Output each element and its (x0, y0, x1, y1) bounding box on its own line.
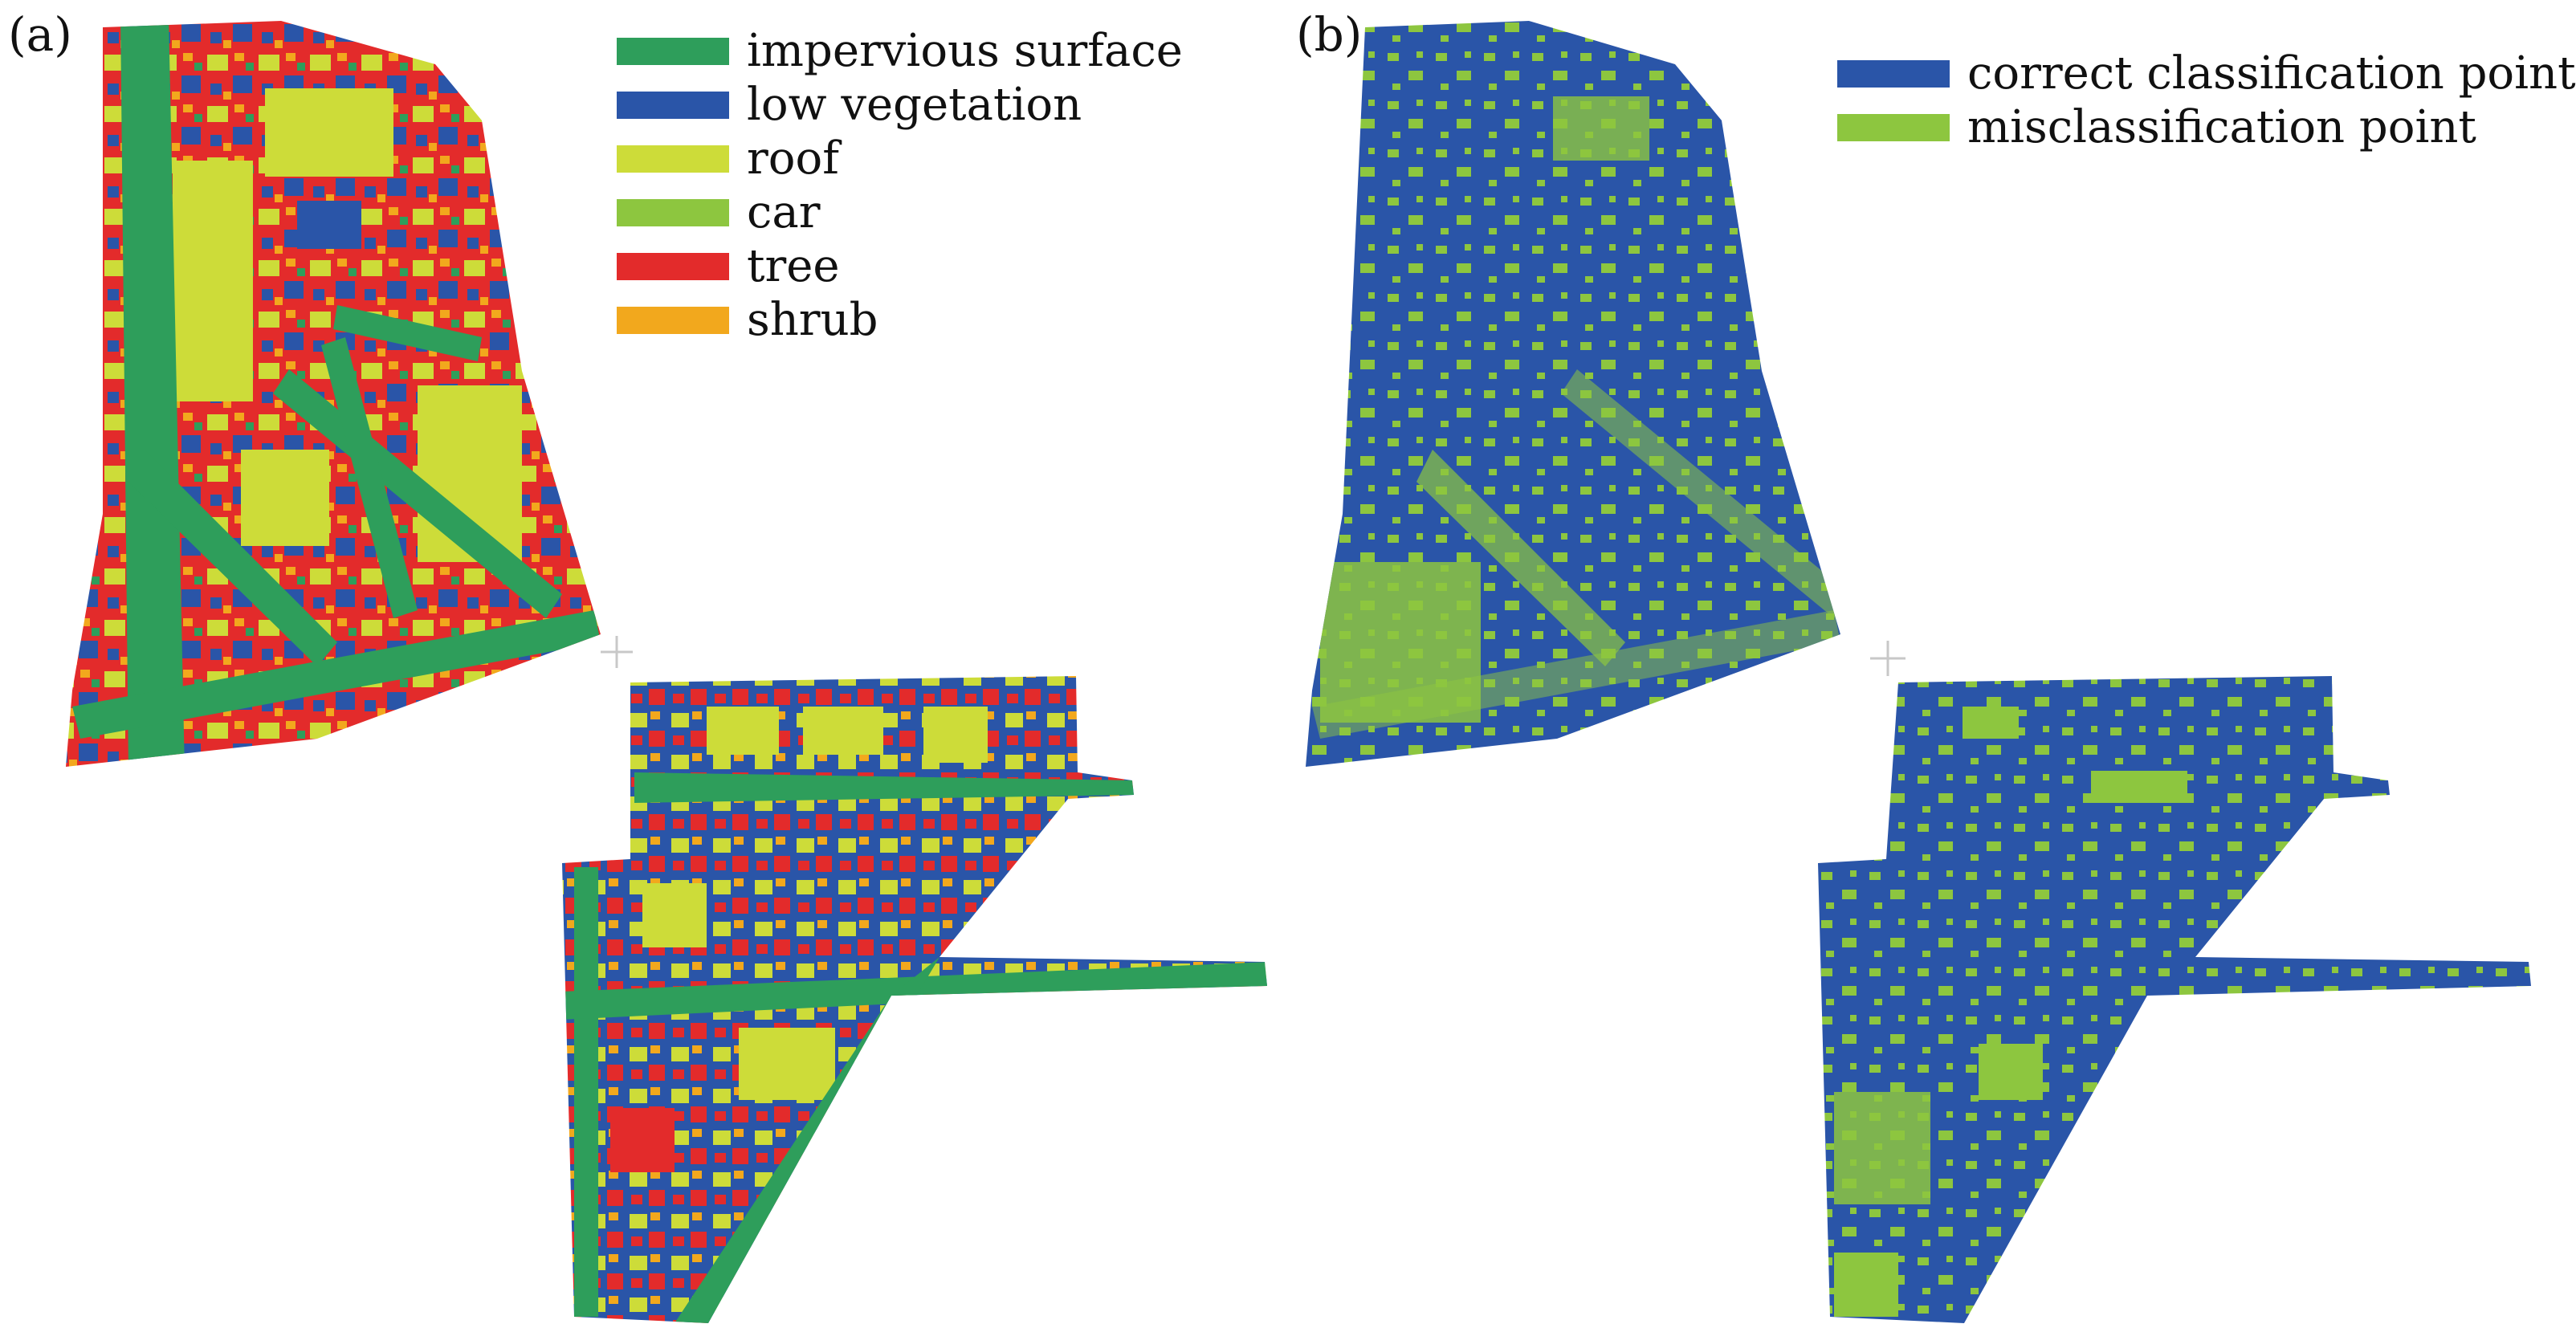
legend-b: correct classification point misclassifi… (1837, 47, 2576, 154)
legend-a: impervious surface low vegetation roof c… (617, 24, 1183, 347)
legend-swatch-correct-classification (1837, 59, 1950, 88)
map-region-a-south (562, 676, 1267, 1323)
legend-label: correct classification point (1967, 47, 2576, 100)
legend-label: shrub (747, 293, 878, 346)
accuracy-map-canvas (1306, 21, 2531, 1323)
legend-swatch-car (617, 198, 729, 226)
legend-item: impervious surface (617, 24, 1183, 78)
classification-map-canvas (66, 21, 1267, 1323)
plus-crosshair-icon (1870, 641, 1906, 676)
panel-b-label: (b) (1296, 7, 1363, 62)
legend-label: low vegetation (747, 78, 1082, 131)
panel-b-accuracy-map: (b) correct classification point misclas… (1288, 0, 2576, 1328)
legend-label: car (747, 185, 821, 238)
legend-item: tree (617, 239, 1183, 293)
legend-swatch-roof (617, 145, 729, 173)
map-region-b-south (1818, 676, 2531, 1323)
map-region-b-north (1306, 21, 1840, 767)
panel-a-label: (a) (8, 7, 72, 62)
legend-item: misclassification point (1837, 100, 2576, 154)
legend-swatch-impervious-surface (617, 37, 729, 65)
legend-label: tree (747, 239, 840, 292)
panel-a-classification-map: (a) impervious surface low vegetation ro… (8, 7, 1267, 1323)
legend-label: misclassification point (1967, 100, 2476, 153)
legend-swatch-low-vegetation (617, 91, 729, 119)
legend-item: shrub (617, 293, 1183, 347)
legend-item: roof (617, 132, 1183, 185)
legend-item: correct classification point (1837, 47, 2576, 100)
legend-label: roof (747, 132, 839, 185)
legend-item: low vegetation (617, 78, 1183, 132)
legend-label: impervious surface (747, 24, 1183, 77)
legend-swatch-shrub (617, 306, 729, 334)
legend-swatch-misclassification (1837, 113, 1950, 141)
legend-swatch-tree (617, 252, 729, 280)
legend-item: car (617, 185, 1183, 239)
map-region-a-north (66, 21, 601, 767)
plus-crosshair-icon (601, 636, 633, 668)
